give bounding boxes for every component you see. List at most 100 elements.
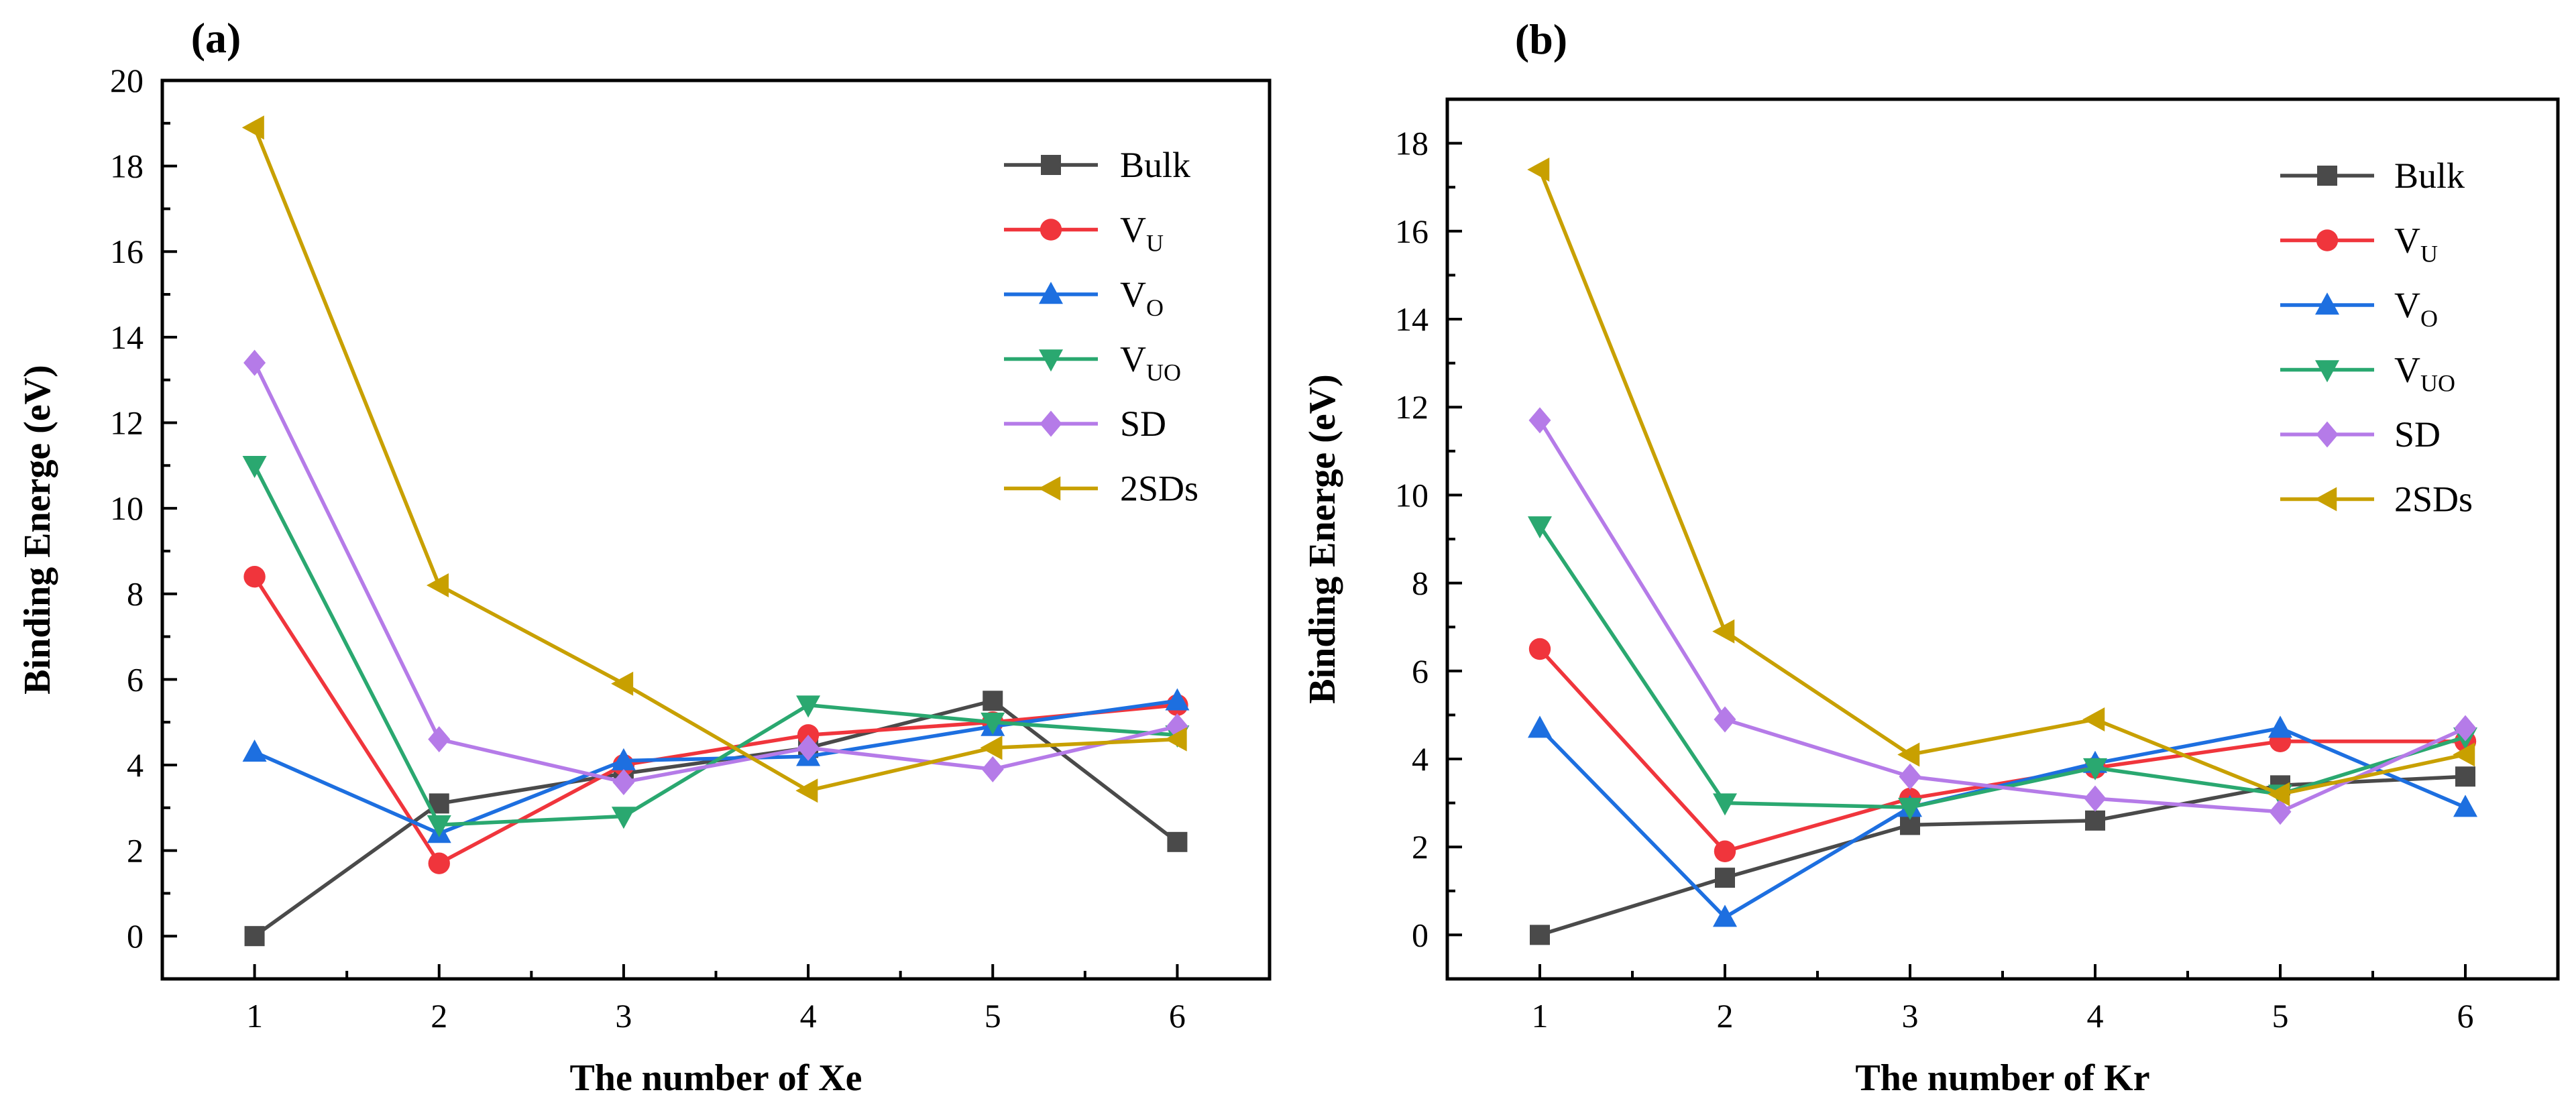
legend-marker: [2314, 487, 2337, 512]
y-axis-title: Binding Energe (eV): [1302, 374, 1343, 704]
data-point-Bulk: [2085, 810, 2105, 831]
data-point-2SDs: [795, 778, 818, 803]
plot-frame: [1445, 97, 2560, 981]
legend-label-base: V: [2394, 285, 2420, 325]
x-tick-label: 6: [1169, 997, 1186, 1035]
data-point-2SDs: [2082, 707, 2105, 731]
legend-label: VU: [1120, 210, 1164, 257]
data-point-VUO: [981, 712, 1005, 735]
series-line-VU: [253, 575, 1178, 866]
legend-item: VU: [1004, 210, 1164, 257]
series-line-2SDs: [1538, 168, 2466, 797]
legend-label-base: 2SDs: [2394, 479, 2473, 520]
x-tick-label: 2: [1717, 997, 1734, 1035]
data-point-SD: [981, 756, 1004, 782]
x-tick-label: 4: [800, 997, 817, 1035]
legend-marker: [1039, 282, 1063, 304]
data-point-Bulk: [1715, 868, 1735, 888]
panel-label: (a): [191, 14, 241, 62]
data-point-VO: [1528, 715, 1552, 738]
data-point-Bulk: [2455, 766, 2475, 787]
y-tick-label: 10: [110, 489, 144, 527]
data-point-VUO: [796, 695, 821, 718]
x-tick-label: 1: [246, 997, 263, 1035]
y-tick-label: 12: [110, 404, 144, 441]
y-tick-label: 14: [1395, 300, 1429, 338]
data-point-2SDs: [1712, 619, 1735, 644]
y-tick-label: 8: [1412, 565, 1429, 602]
y-tick-label: 12: [1395, 388, 1429, 426]
legend-label-base: V: [2394, 221, 2420, 261]
y-tick-label: 0: [1412, 916, 1429, 953]
data-point-2SDs: [1527, 157, 1550, 182]
y-tick-label: 18: [1395, 125, 1429, 162]
series-Bulk: [244, 691, 1188, 947]
series-SD: [243, 349, 1188, 795]
data-point-VO: [242, 740, 267, 762]
legend-marker: [1038, 476, 1061, 501]
data-point-SD: [797, 734, 820, 761]
legend-label-base: V: [2394, 350, 2420, 390]
data-point-VU: [243, 565, 266, 588]
legend-marker: [2317, 166, 2337, 186]
y-tick-label: 0: [127, 917, 144, 955]
data-point-2SDs: [980, 736, 1003, 760]
y-tick-label: 6: [127, 660, 144, 698]
data-point-Bulk: [1167, 831, 1188, 852]
y-tick-label: 16: [1395, 213, 1429, 250]
legend-item: 2SDs: [1004, 469, 1198, 509]
y-tick-label: 10: [1395, 476, 1429, 514]
data-point-SD: [2269, 799, 2292, 825]
legend-marker: [1039, 349, 1063, 372]
x-tick-label: 3: [615, 997, 632, 1035]
legend-marker: [2315, 360, 2339, 383]
series-line-2SDs: [253, 127, 1178, 792]
x-tick-label: 5: [985, 997, 1001, 1035]
y-tick-label: 4: [127, 746, 144, 784]
legend-item: Bulk: [1004, 145, 1190, 185]
legend-label-subscript: UO: [2420, 370, 2455, 397]
data-point-Bulk: [983, 691, 1003, 711]
legend-label: SD: [1120, 404, 1166, 444]
legend-item: VUO: [2280, 350, 2455, 397]
data-point-2SDs: [611, 671, 634, 696]
legend-marker: [2316, 229, 2339, 251]
data-point-VUO: [1528, 516, 1552, 539]
x-axis-title: The number of Xe: [569, 1057, 862, 1099]
data-point-VU: [1528, 638, 1551, 660]
y-tick-label: 2: [127, 832, 144, 870]
data-point-Bulk: [244, 926, 265, 947]
series-line-SD: [1538, 419, 2467, 814]
series-2SDs: [241, 115, 1187, 803]
y-tick-label: 4: [1412, 740, 1429, 778]
x-axis-title: The number of Kr: [1855, 1057, 2149, 1099]
legend-marker: [1040, 410, 1062, 437]
data-point-SD: [2454, 715, 2477, 742]
data-point-VUO: [427, 815, 451, 838]
data-point-2SDs: [2267, 782, 2290, 807]
legend-item: Bulk: [2280, 156, 2465, 196]
data-point-VUO: [1713, 793, 1737, 816]
y-tick-label: 18: [110, 148, 144, 185]
legend-label: VO: [2394, 285, 2438, 332]
data-point-2SDs: [427, 573, 449, 597]
data-point-SD: [243, 349, 266, 376]
data-point-VO: [2453, 795, 2477, 817]
legend-item: 2SDs: [2280, 479, 2473, 520]
panel-label: (b): [1515, 15, 1567, 63]
y-tick-label: 8: [127, 575, 144, 613]
data-point-VUO: [611, 807, 636, 829]
legend-label-base: V: [1120, 274, 1146, 314]
legend-label-base: SD: [2394, 414, 2441, 455]
x-tick-label: 6: [2457, 997, 2474, 1035]
legend-label: 2SDs: [1120, 469, 1198, 509]
legend-label-base: Bulk: [1120, 145, 1190, 185]
data-point-Bulk: [1530, 925, 1550, 945]
legend-marker: [2315, 292, 2339, 315]
legend-label: VUO: [2394, 350, 2455, 397]
series-VUO: [242, 456, 1190, 838]
legend-label-base: V: [1120, 339, 1146, 379]
